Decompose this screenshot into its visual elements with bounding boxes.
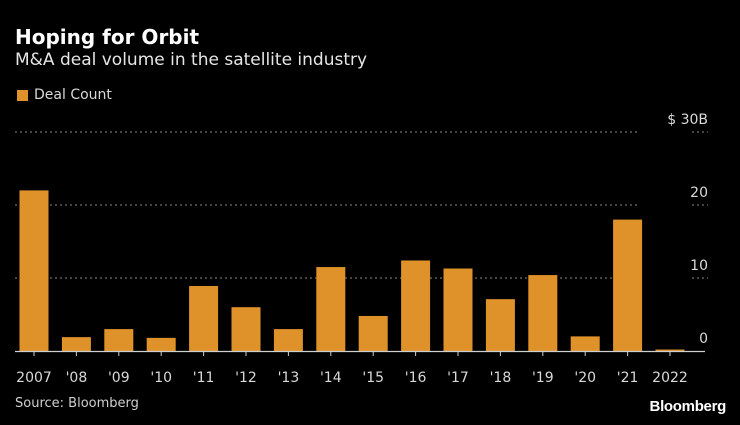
bar — [189, 286, 219, 351]
x-tick-label: '08 — [66, 370, 88, 386]
bar — [104, 329, 134, 351]
x-axis: 2007 '08 '09 '10 '11 '12 '13 '14 '15 '16 '17 '18 '19… — [15, 350, 705, 386]
x-tick-label: '21 — [617, 370, 639, 386]
bar — [358, 315, 388, 351]
bar — [655, 349, 685, 351]
bar — [19, 190, 49, 351]
bar — [61, 337, 91, 351]
bar — [443, 268, 473, 351]
x-tick-label: '19 — [532, 370, 554, 386]
x-tick-label: '20 — [574, 370, 596, 386]
x-tick-label: '13 — [278, 370, 300, 386]
y-tick-label: 0 — [699, 331, 708, 347]
y-tick-label: $ 30B — [667, 112, 708, 128]
bar — [273, 329, 303, 351]
legend-label: Deal Count — [34, 87, 112, 103]
x-tick-label: '12 — [235, 370, 257, 386]
x-tick-label: 2022 — [652, 370, 688, 386]
bar — [485, 299, 515, 351]
bar — [231, 307, 261, 351]
y-axis: 0 10 20 $ 30B — [667, 112, 708, 347]
x-tick-label: '10 — [150, 370, 172, 386]
bar — [146, 337, 176, 351]
bar — [401, 260, 431, 351]
bars — [19, 190, 685, 351]
legend-swatch — [17, 89, 28, 101]
bar — [613, 219, 643, 351]
bloomberg-logo: Bloomberg — [649, 398, 727, 415]
x-tick-label: '15 — [362, 370, 384, 386]
x-tick-label: '09 — [108, 370, 130, 386]
x-tick-label: '17 — [447, 370, 469, 386]
bar — [570, 336, 600, 351]
x-tick-label: '16 — [405, 370, 427, 386]
x-tick-label: '18 — [490, 370, 512, 386]
y-tick-label: 10 — [690, 258, 708, 274]
gridlines — [15, 131, 708, 279]
x-tick-label: '11 — [193, 370, 215, 386]
x-tick-label: 2007 — [16, 370, 52, 386]
x-tick-label: '14 — [320, 370, 342, 386]
bar — [316, 267, 346, 351]
y-tick-label: 20 — [690, 185, 708, 201]
legend: Deal Count — [17, 87, 112, 103]
bar — [528, 275, 558, 351]
source-note: Source: Bloomberg — [15, 396, 139, 411]
chart-title: Hoping for Orbit — [15, 25, 200, 49]
chart-subtitle: M&A deal volume in the satellite industr… — [15, 50, 368, 70]
